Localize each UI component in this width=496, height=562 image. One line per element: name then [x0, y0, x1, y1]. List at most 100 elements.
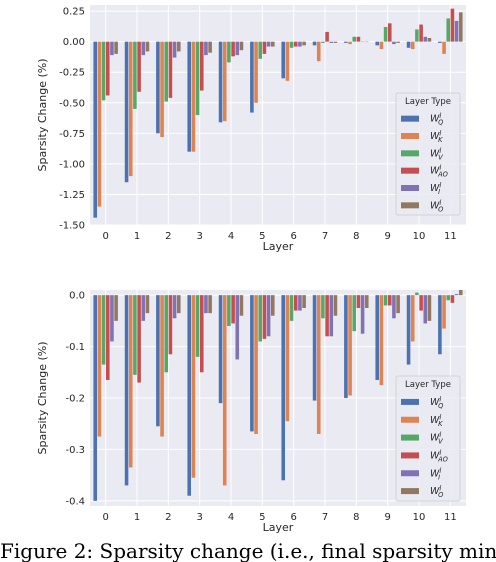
bar: [285, 41, 290, 81]
legend-entry-label: Wl O: [430, 485, 443, 500]
chart-panel-2: 0.0 -0.1 -0.2 -0.3 -0.4 0 1 2 3 4 5 6 7 8 9 10 11 Layer Sp…: [36, 290, 466, 534]
bar: [321, 295, 325, 319]
y-tick-label: -0.2: [65, 394, 85, 405]
bar: [379, 295, 384, 386]
bar: [333, 295, 338, 316]
bar: [415, 292, 419, 296]
bar: [406, 295, 411, 365]
bar: [293, 41, 298, 47]
legend-box: [395, 375, 461, 502]
bar: [387, 295, 392, 306]
bar: [270, 41, 275, 47]
bar: [250, 41, 254, 113]
x-tick-label: 5: [259, 512, 265, 523]
bar: [239, 41, 244, 51]
legend-entry-label: Wl V: [430, 147, 443, 162]
y-axis-label: Sparsity Change (%): [36, 59, 49, 172]
bar: [258, 41, 263, 59]
y-tick-label: -0.25: [59, 68, 85, 79]
bar: [128, 41, 133, 177]
x-axis-label: Layer: [263, 521, 294, 534]
bar: [141, 41, 146, 56]
bar: [344, 295, 348, 398]
bar: [281, 41, 286, 79]
bar: [266, 295, 271, 337]
y-tick-label: -0.1: [65, 342, 85, 353]
y-tick-label: 0.00: [63, 37, 85, 48]
bar: [262, 41, 267, 54]
y-tick-label: -1.00: [59, 159, 85, 170]
bar: [438, 41, 442, 43]
bar: [227, 41, 231, 63]
y-tick-label: 0.0: [69, 291, 85, 302]
legend-entry-label: Wl Q: [430, 395, 443, 410]
x-tick-label: 11: [444, 512, 457, 523]
bar: [218, 41, 223, 123]
bar: [141, 295, 146, 321]
bar: [333, 41, 338, 43]
legend-title: Layer Type: [405, 97, 451, 107]
bar: [329, 41, 334, 43]
bar: [364, 295, 369, 308]
legend-swatch: [401, 150, 419, 157]
legend-entry-label: Wl AO: [430, 449, 448, 464]
bar: [379, 41, 384, 49]
legend-entry-label: Wl AO: [430, 164, 448, 179]
y-tick-label: -0.75: [59, 129, 85, 140]
bar: [191, 41, 196, 152]
figure-caption: Figure 2: Sparsity change (i.e., final s…: [0, 540, 496, 562]
legend-swatch: [401, 470, 419, 477]
bar: [450, 8, 455, 42]
bar: [438, 295, 442, 355]
chart-panel-1: 0.25 0.00 -0.25 -0.50 -0.75 -1.00 -1.25 -1.50 0 1…: [36, 5, 466, 253]
legend-entry-label: Wl K: [430, 413, 443, 428]
bar: [93, 41, 98, 218]
bar: [187, 295, 192, 496]
bar: [312, 41, 317, 46]
bar: [302, 295, 306, 308]
bar: [218, 295, 223, 404]
bar: [172, 295, 177, 319]
legend-swatch: [401, 488, 419, 495]
bar: [446, 295, 451, 301]
bar: [195, 295, 200, 357]
x-tick-label: 0: [102, 512, 108, 523]
bar: [348, 295, 352, 396]
bar: [454, 20, 459, 42]
bar: [235, 295, 240, 360]
bar: [222, 295, 227, 486]
legend-swatch: [401, 167, 419, 174]
bar: [222, 41, 227, 122]
bar: [446, 18, 451, 42]
bar: [266, 41, 271, 47]
bar: [329, 295, 334, 337]
bar: [145, 295, 150, 314]
bar: [172, 41, 177, 58]
y-tick-label: -1.50: [59, 221, 85, 232]
y-tick-label: -1.25: [59, 190, 85, 201]
bar: [344, 41, 348, 43]
bar: [396, 41, 400, 43]
legend-entry-label: Wl V: [430, 431, 443, 446]
bar: [302, 41, 306, 46]
bar: [427, 295, 432, 321]
bar: [450, 295, 455, 303]
bar: [312, 295, 317, 401]
bar: [375, 41, 380, 46]
legend-entry-label: Wl I: [430, 467, 441, 482]
bar: [406, 41, 411, 48]
bar: [427, 38, 432, 42]
bar: [114, 295, 118, 321]
bar: [289, 295, 294, 321]
bar: [128, 295, 133, 468]
bar: [133, 41, 137, 109]
legend-swatch: [401, 434, 419, 441]
x-tick-label: 0: [102, 231, 108, 242]
bar: [227, 295, 231, 326]
x-tick-label: 9: [384, 512, 390, 523]
legend-swatch: [401, 115, 419, 122]
legend-entry-label: Wl Q: [430, 112, 443, 127]
x-tick-label: 6: [290, 512, 296, 523]
bar: [360, 295, 365, 334]
x-tick-label: 10: [413, 231, 426, 242]
